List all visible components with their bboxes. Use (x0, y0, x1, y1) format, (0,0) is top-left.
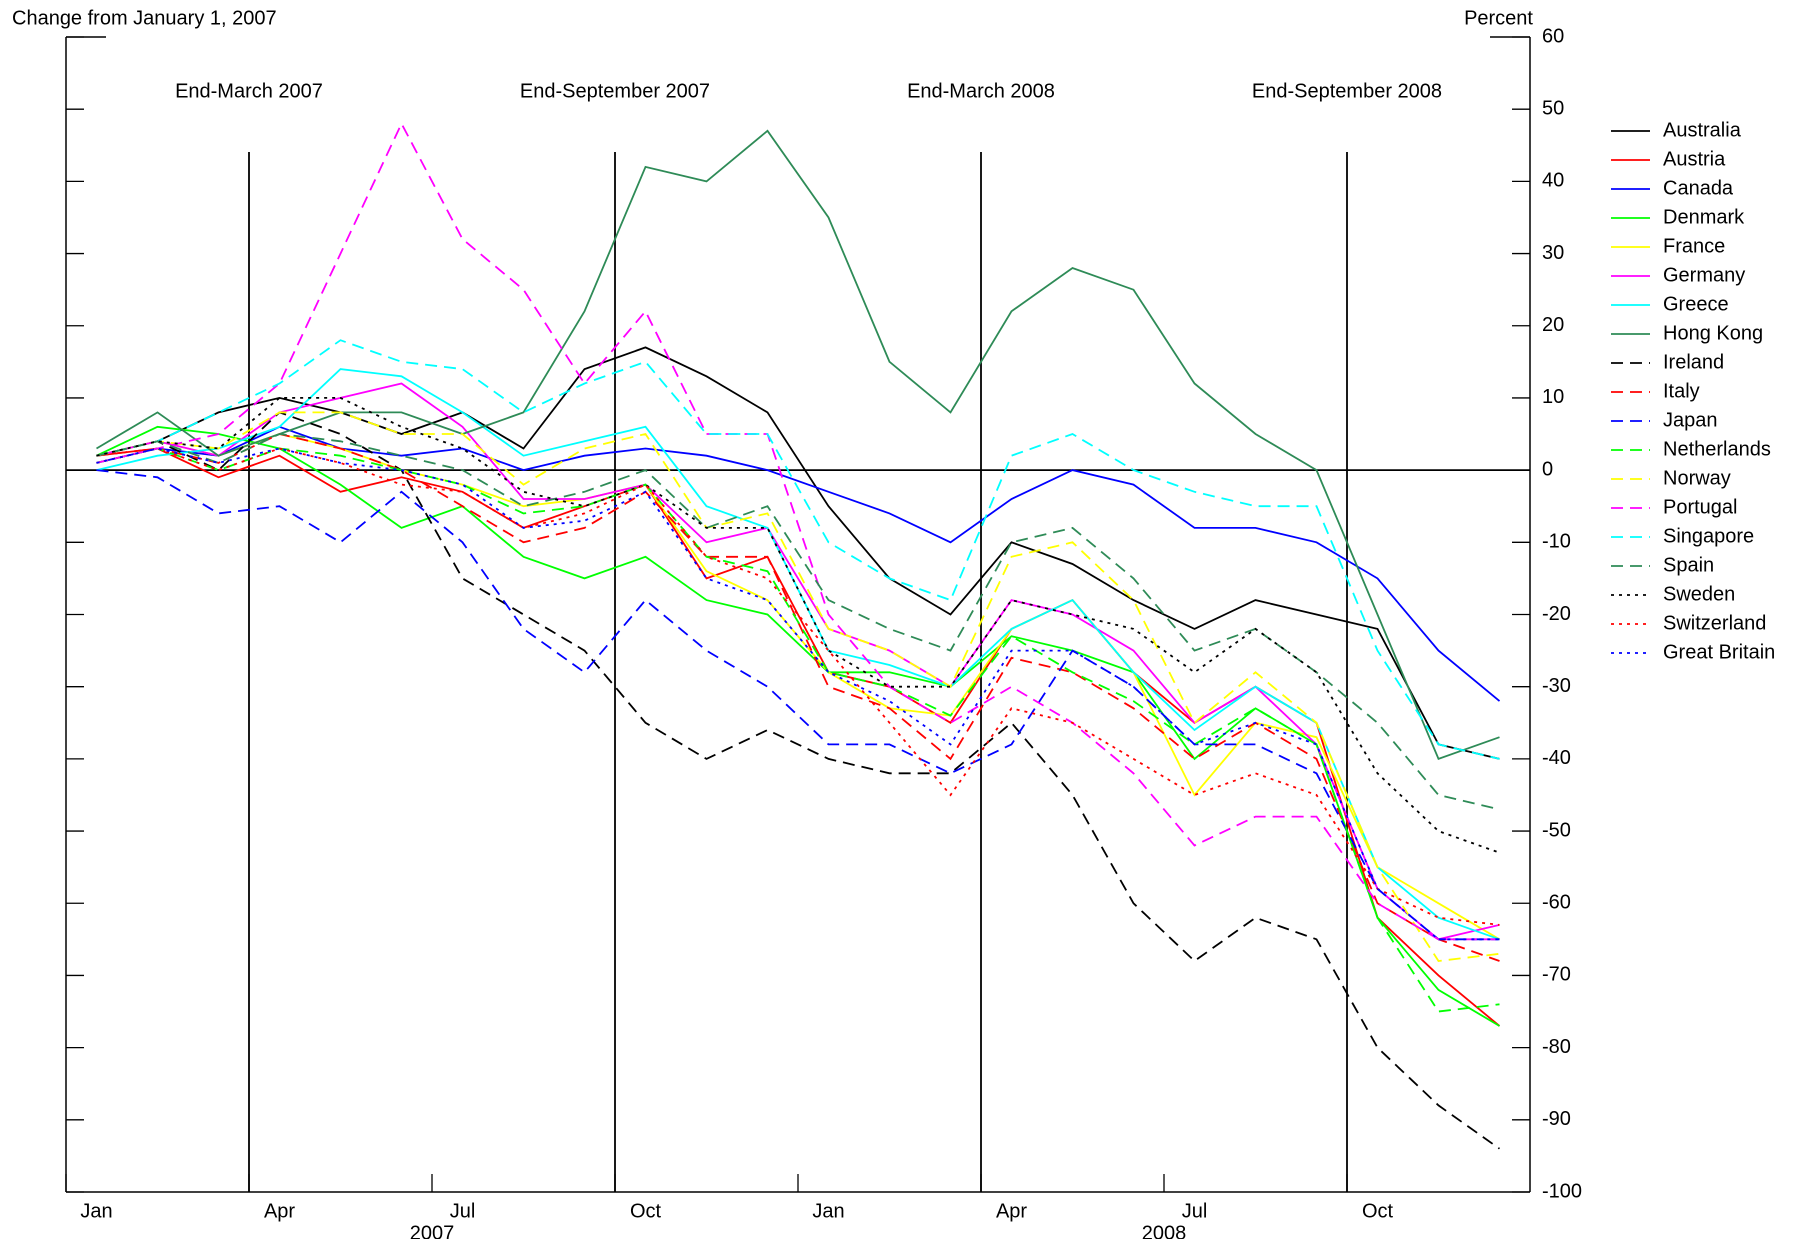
series-line (96, 382, 1500, 941)
y-tick-label: 50 (1542, 97, 1564, 119)
legend-label: Australia (1663, 119, 1742, 141)
x-tick-label: Jul (450, 1200, 476, 1222)
y-tick-label: 10 (1542, 386, 1564, 408)
legend-label: Netherlands (1663, 438, 1771, 460)
legend-label: Germany (1663, 264, 1745, 286)
legend-label: Switzerland (1663, 612, 1766, 634)
event-label: End-September 2007 (520, 80, 710, 102)
series-line (96, 339, 1500, 760)
x-tick-label: Oct (630, 1200, 662, 1222)
legend-label: Portugal (1663, 496, 1738, 518)
y-tick-label: 0 (1542, 458, 1553, 480)
series-line (96, 433, 1500, 811)
legend-label: Austria (1663, 148, 1726, 170)
x-tick-label: Jul (1182, 1200, 1208, 1222)
series-line (96, 411, 1500, 962)
series-line (96, 447, 1500, 1013)
legend-label: Great Britain (1663, 641, 1775, 663)
legend-label: Greece (1663, 293, 1729, 315)
legend-label: France (1663, 235, 1725, 257)
legend-label: Canada (1663, 177, 1734, 199)
year-label: 2008 (1142, 1222, 1187, 1239)
y-tick-label: 30 (1542, 242, 1564, 264)
series-line (96, 433, 1500, 962)
y-unit-label: Percent (1464, 7, 1533, 29)
y-tick-label: -100 (1542, 1180, 1582, 1202)
series-line (96, 447, 1500, 941)
y-tick-label: -10 (1542, 531, 1571, 553)
legend-label: Norway (1663, 467, 1731, 489)
legend-label: Singapore (1663, 525, 1754, 547)
legend-label: Italy (1663, 380, 1700, 402)
y-tick-label: -60 (1542, 892, 1571, 914)
x-tick-label: Apr (996, 1200, 1027, 1222)
series-line (96, 469, 1500, 941)
y-axis-label: Change from January 1, 2007 (12, 7, 277, 29)
series-line (96, 447, 1500, 926)
event-label: End-September 2008 (1252, 80, 1442, 102)
legend-label: Hong Kong (1663, 322, 1763, 344)
y-tick-label: -50 (1542, 819, 1571, 841)
y-tick-label: -20 (1542, 603, 1571, 625)
series-line (96, 433, 1500, 941)
y-tick-label: 60 (1542, 25, 1564, 47)
x-tick-label: Jan (812, 1200, 844, 1222)
year-label: 2007 (410, 1222, 455, 1239)
x-tick-label: Oct (1362, 1200, 1394, 1222)
legend-label: Sweden (1663, 583, 1735, 605)
series-line (96, 368, 1500, 941)
legend-label: Ireland (1663, 351, 1724, 373)
y-tick-label: 20 (1542, 314, 1564, 336)
y-tick-label: -90 (1542, 1108, 1571, 1130)
series-line (96, 411, 1501, 1150)
series-line (96, 425, 1501, 702)
series-line (96, 397, 1500, 854)
x-tick-label: Apr (264, 1200, 295, 1222)
event-label: End-March 2008 (907, 80, 1055, 102)
legend-label: Japan (1663, 409, 1718, 431)
series-line (96, 425, 1500, 1027)
series-line (96, 129, 1500, 761)
series-line (96, 346, 1500, 760)
series-line (96, 121, 1500, 941)
y-tick-label: -30 (1542, 675, 1571, 697)
event-label: End-March 2007 (175, 80, 323, 102)
y-tick-label: -80 (1542, 1036, 1571, 1058)
legend-label: Denmark (1663, 206, 1745, 228)
legend-label: Spain (1663, 554, 1714, 576)
x-tick-label: Jan (80, 1200, 112, 1222)
y-tick-label: -70 (1542, 964, 1571, 986)
y-tick-label: -40 (1542, 747, 1571, 769)
y-tick-label: 40 (1542, 170, 1564, 192)
